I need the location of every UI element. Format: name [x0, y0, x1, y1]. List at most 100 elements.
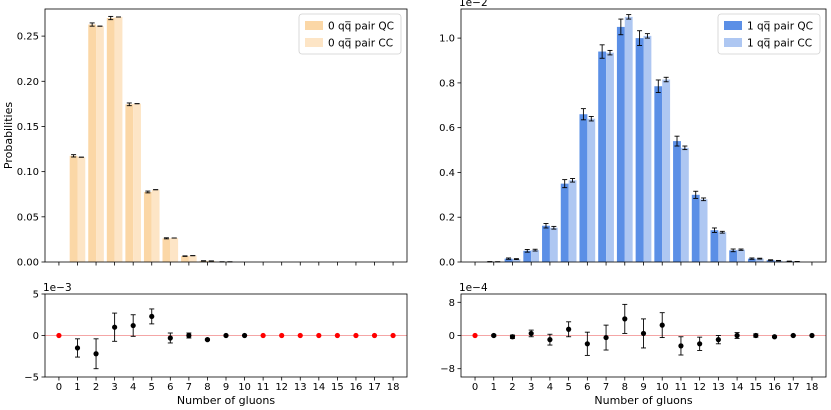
- bar-cc: [207, 260, 216, 262]
- bar-qc: [616, 26, 625, 263]
- data-point: [659, 322, 665, 328]
- top-left-bar-chart: 0.00 0.05 0.10 0.15 0.20 0.25 Probabilities 0 q…: [2, 8, 408, 269]
- data-point: [715, 337, 721, 343]
- y-tick-label: 8: [449, 298, 455, 309]
- bar-cc: [699, 199, 708, 262]
- y-tick-label: 0.8: [439, 78, 455, 89]
- axis-offset-label: 1e−2: [459, 0, 488, 9]
- x-tick-label: 7: [186, 382, 192, 393]
- zero-marker: [390, 332, 396, 339]
- data-point: [204, 337, 211, 343]
- y-tick-label: 0.25: [17, 32, 39, 43]
- legend: 0 qq̅ pair QC 0 qq̅ pair CC: [298, 13, 402, 55]
- bar-cc: [643, 35, 652, 263]
- zero-marker: [56, 332, 62, 339]
- x-tick-label: 13: [294, 382, 307, 393]
- x-tick-label: 0: [472, 382, 478, 393]
- y-tick-label: 1.0: [439, 34, 455, 45]
- x-tick-label: 15: [331, 382, 344, 393]
- data-point: [547, 337, 553, 343]
- bar-qc: [560, 183, 569, 262]
- x-tick-label: 5: [149, 382, 155, 393]
- legend-label-qc: 1 qq̅ pair QC: [747, 21, 813, 33]
- x-tick-label: 3: [111, 382, 117, 393]
- data-point: [566, 326, 572, 332]
- bar-qc: [579, 114, 588, 262]
- data-point: [130, 322, 136, 329]
- zero-marker: [472, 332, 478, 339]
- data-point: [790, 332, 796, 339]
- bar-qc: [598, 51, 607, 262]
- data-point: [241, 332, 248, 339]
- legend: 1 qq̅ pair QC 1 qq̅ pair CC: [717, 13, 821, 55]
- zero-marker: [260, 332, 266, 339]
- x-tick-label: 6: [167, 382, 173, 393]
- bar-qc: [125, 104, 134, 262]
- data-point: [697, 341, 703, 347]
- bar-cc: [662, 79, 671, 262]
- x-tick-label: 1: [491, 382, 497, 393]
- bar-qc: [88, 24, 97, 262]
- bar-qc: [691, 194, 700, 262]
- x-tick-label: 16: [350, 382, 363, 393]
- data-point: [491, 332, 497, 339]
- data-point: [584, 341, 590, 347]
- bar-cc: [96, 26, 104, 262]
- x-tick-label: 1: [74, 382, 80, 393]
- zero-marker: [334, 332, 340, 339]
- legend-swatch-cc: [724, 38, 742, 47]
- x-tick-label: 17: [787, 382, 800, 393]
- data-point: [149, 313, 155, 320]
- x-tick-label: 9: [223, 382, 229, 393]
- bar-qc: [654, 86, 663, 262]
- zero-marker: [353, 332, 359, 339]
- y-tick-label: 5: [33, 290, 39, 301]
- bar-qc: [673, 141, 681, 262]
- legend-swatch-cc: [305, 38, 323, 47]
- y-tick-label: 0.2: [439, 213, 455, 224]
- data-point: [223, 332, 229, 339]
- x-tick-label: 3: [528, 382, 534, 393]
- y-tick-label: 0: [449, 331, 455, 342]
- axis-offset-label: 1e−4: [459, 282, 488, 294]
- data-point: [678, 343, 684, 349]
- bar-qc: [181, 256, 189, 262]
- data-point: [603, 334, 609, 341]
- zero-marker: [279, 332, 285, 339]
- y-tick-label: 0.4: [439, 168, 455, 179]
- bar-cc: [549, 227, 558, 262]
- bar-qc: [635, 38, 644, 262]
- bar-cc: [531, 250, 540, 262]
- bar-cc: [606, 52, 614, 263]
- data-point: [112, 324, 118, 330]
- zero-marker: [316, 332, 322, 339]
- x-tick-label: 11: [675, 382, 688, 393]
- legend-box: [717, 13, 821, 55]
- bar-cc: [170, 238, 179, 262]
- y-tick-label: −8: [440, 364, 455, 375]
- bar-qc: [542, 225, 550, 262]
- y-tick-label: 0.6: [439, 123, 455, 134]
- bar-cc: [624, 16, 633, 262]
- top-right-bar-chart: 0.00.20.40.60.81.01e−21 qq̅ pair QC1 qq̅…: [439, 0, 827, 269]
- x-tick-label: 14: [312, 382, 325, 393]
- bar-qc: [710, 230, 719, 262]
- x-axis-title: Number of gluons: [594, 394, 692, 407]
- bar-cc: [133, 103, 141, 263]
- x-tick-label: 12: [275, 382, 288, 393]
- x-tick-label: 10: [656, 382, 669, 393]
- x-tick-label: 9: [640, 382, 646, 393]
- bar-qc: [729, 250, 738, 262]
- data-point: [74, 345, 81, 351]
- bar-cc: [755, 258, 764, 262]
- x-tick-label: 11: [257, 382, 270, 393]
- legend-swatch-qc: [305, 21, 323, 30]
- zero-marker: [371, 332, 378, 339]
- y-axis-title: Probabilities: [2, 102, 15, 169]
- x-tick-label: 10: [238, 382, 251, 393]
- legend-box: [298, 13, 402, 55]
- bar-cc: [568, 180, 577, 262]
